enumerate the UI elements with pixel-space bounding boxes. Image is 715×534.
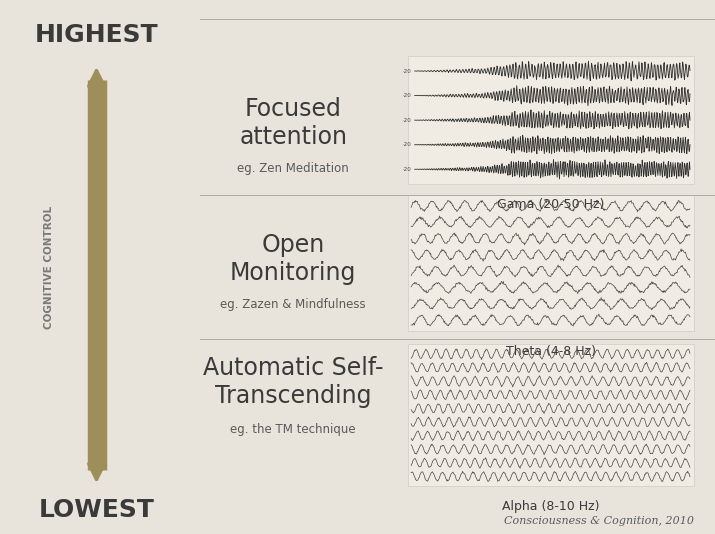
- Text: eg. Zen Meditation: eg. Zen Meditation: [237, 162, 349, 175]
- Text: ·20: ·20: [403, 117, 411, 123]
- FancyBboxPatch shape: [408, 195, 694, 331]
- Text: Automatic Self-
Transcending: Automatic Self- Transcending: [203, 356, 383, 408]
- Text: eg. the TM technique: eg. the TM technique: [230, 423, 356, 436]
- Text: LOWEST: LOWEST: [39, 498, 154, 522]
- Text: ·20: ·20: [403, 68, 411, 74]
- Text: ·20: ·20: [403, 142, 411, 147]
- Text: Consciousness & Cognition, 2010: Consciousness & Cognition, 2010: [503, 516, 694, 525]
- Text: Gama (20-50 Hz): Gama (20-50 Hz): [497, 198, 604, 211]
- Text: Open
Monitoring: Open Monitoring: [230, 233, 356, 285]
- Text: ·20: ·20: [403, 93, 411, 98]
- Text: ·20: ·20: [403, 167, 411, 172]
- Text: eg. Zazen & Mindfulness: eg. Zazen & Mindfulness: [220, 298, 366, 311]
- Text: HIGHEST: HIGHEST: [35, 23, 158, 46]
- Text: Focused
attention: Focused attention: [239, 97, 347, 149]
- Text: COGNITIVE CONTROL: COGNITIVE CONTROL: [44, 206, 54, 328]
- FancyBboxPatch shape: [408, 56, 694, 184]
- Text: Theta (4-8 Hz): Theta (4-8 Hz): [506, 345, 596, 358]
- Text: Alpha (8-10 Hz): Alpha (8-10 Hz): [502, 500, 599, 513]
- FancyBboxPatch shape: [408, 344, 694, 486]
